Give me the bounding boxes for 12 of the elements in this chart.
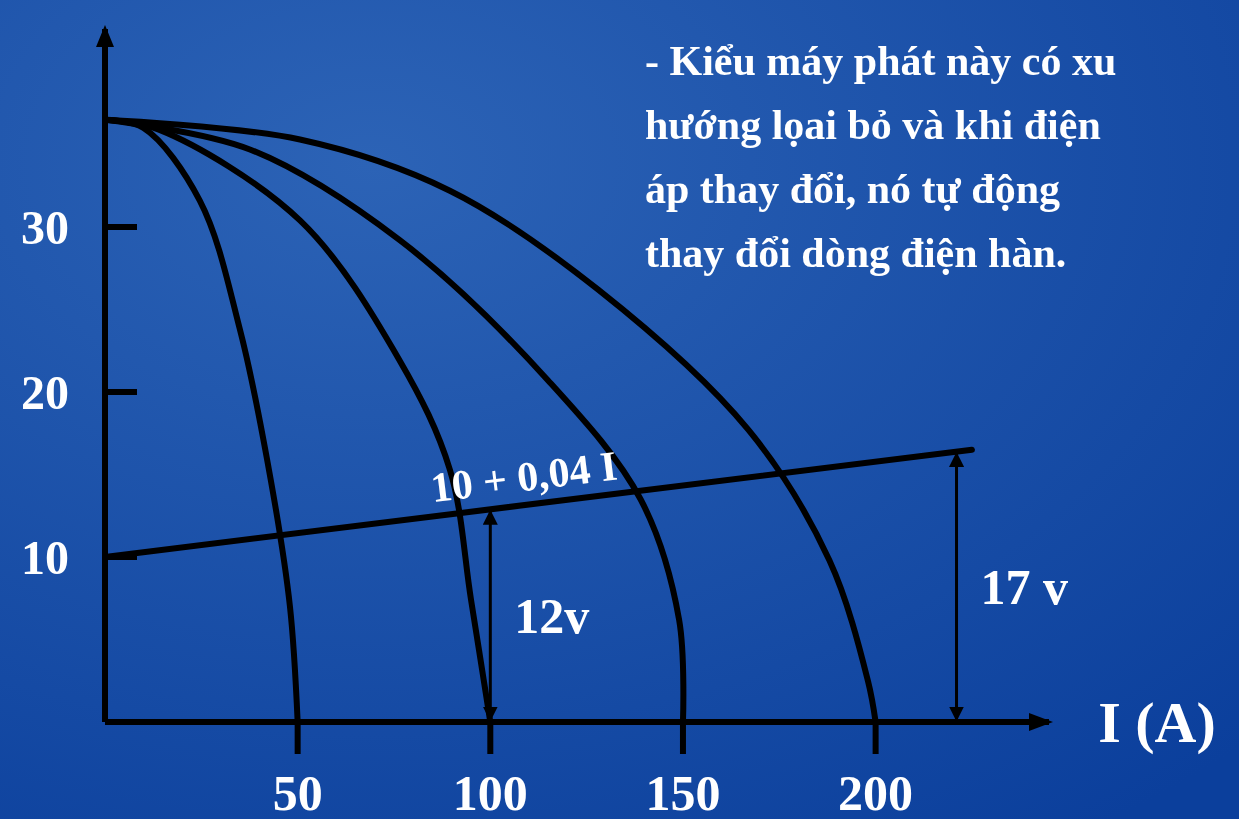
x-tick-label: 200 — [838, 765, 914, 819]
annotation: 12v — [514, 588, 590, 645]
y-tick-label: 10 — [21, 530, 69, 584]
y-tick-label: 30 — [21, 200, 69, 254]
x-tick-label: 150 — [645, 765, 721, 819]
x-tick-label: 50 — [272, 765, 323, 819]
x-axis-title: I (A) — [1098, 690, 1216, 755]
annotation: 17 v — [980, 559, 1069, 616]
y-tick-label: 20 — [21, 365, 69, 419]
x-tick-label: 100 — [452, 765, 528, 819]
annotation: - Kiểu máy phát này có xu hướng lọai bỏ và khi điện áp thay đổi, nó tự động thay đổi dòng điện hàn. — [645, 38, 1117, 276]
text: 10 + 0,04 I — [428, 442, 620, 512]
